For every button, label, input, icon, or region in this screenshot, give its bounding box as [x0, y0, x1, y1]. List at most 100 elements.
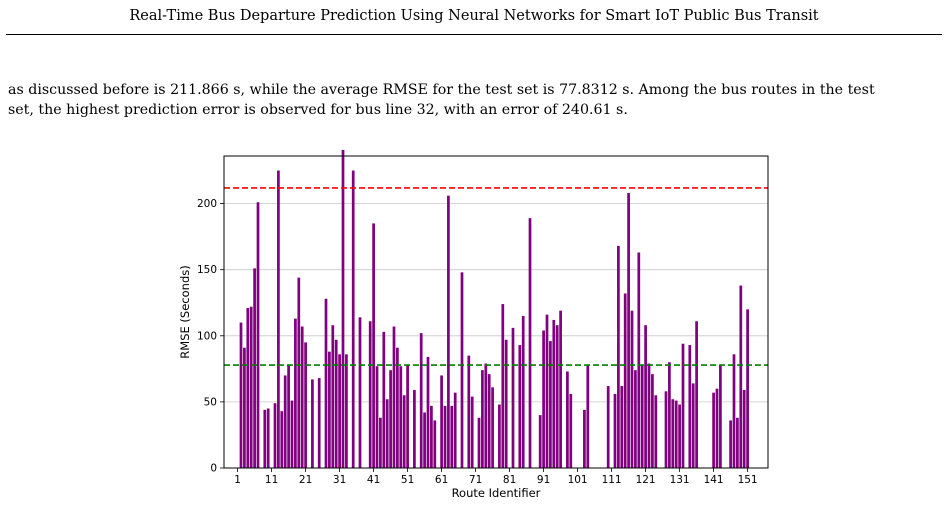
bar	[440, 375, 443, 468]
header-rule	[6, 34, 942, 35]
bar	[399, 366, 403, 468]
y-axis-label: RMSE (Seconds)	[178, 265, 192, 358]
bar	[300, 326, 304, 468]
bar	[484, 363, 488, 468]
x-tick-label: 21	[299, 474, 312, 486]
bar	[385, 399, 389, 468]
bar	[746, 309, 749, 468]
bar-series	[239, 149, 749, 469]
bar	[715, 388, 719, 468]
bar	[426, 356, 430, 468]
bar	[368, 321, 372, 468]
bar	[491, 387, 494, 468]
bar	[402, 395, 406, 468]
bar	[450, 405, 454, 468]
bar	[345, 354, 348, 468]
bar	[460, 272, 464, 468]
bar	[419, 333, 423, 468]
bar	[243, 347, 246, 468]
bar	[569, 393, 573, 468]
bar	[630, 310, 634, 468]
bar	[729, 420, 732, 468]
x-tick-label: 81	[503, 474, 516, 486]
bar	[311, 379, 314, 468]
bar	[433, 420, 437, 468]
bar	[634, 370, 637, 468]
bar	[606, 386, 610, 468]
bar	[566, 371, 569, 468]
bar	[681, 343, 685, 468]
y-tick-label: 200	[197, 198, 217, 210]
bar	[739, 285, 743, 468]
bar	[266, 408, 270, 468]
bar	[542, 330, 545, 468]
bar	[719, 364, 722, 468]
y-tick-label: 150	[197, 264, 217, 276]
bar	[328, 351, 331, 468]
x-tick-label: 121	[636, 474, 656, 486]
bar	[678, 404, 681, 468]
x-tick-label: 61	[435, 474, 448, 486]
bar	[691, 383, 695, 468]
bar	[406, 364, 409, 468]
bar	[290, 400, 294, 468]
bar	[239, 322, 243, 468]
bar	[249, 306, 253, 468]
bar	[287, 364, 290, 468]
bar	[647, 363, 651, 468]
bar	[273, 403, 277, 468]
bar	[695, 321, 698, 468]
bar	[654, 395, 658, 468]
bar	[501, 304, 505, 468]
bar	[518, 345, 522, 468]
bar	[521, 315, 525, 468]
bar	[317, 378, 321, 468]
bar	[640, 364, 644, 468]
x-tick-label: 131	[670, 474, 690, 486]
y-tick-label: 50	[204, 396, 217, 408]
bar	[297, 277, 301, 468]
bar	[538, 415, 542, 468]
bar	[253, 268, 256, 468]
bar	[338, 354, 341, 468]
bar	[481, 370, 484, 468]
bar	[742, 390, 746, 468]
bar	[583, 409, 586, 468]
x-tick-label: 141	[704, 474, 724, 486]
x-tick-label: 111	[602, 474, 622, 486]
bar	[732, 354, 736, 468]
bar	[552, 319, 556, 468]
bar	[549, 341, 552, 468]
x-tick-label: 91	[537, 474, 550, 486]
bar	[617, 245, 620, 468]
bar	[671, 399, 675, 468]
bar	[358, 317, 362, 468]
x-tick-label: 11	[265, 474, 278, 486]
bar	[392, 326, 396, 468]
bar	[280, 411, 284, 468]
bar	[294, 318, 297, 468]
bar	[263, 409, 267, 468]
bar	[372, 223, 375, 468]
paragraph-line-1: as discussed before is 211.866 s, while …	[8, 82, 875, 98]
body-paragraph: as discussed before is 211.866 s, while …	[8, 80, 944, 120]
bar	[688, 345, 692, 468]
x-tick-label: 1	[234, 474, 241, 486]
reference-lines	[224, 187, 768, 366]
bar	[528, 218, 532, 468]
bar	[256, 202, 260, 468]
bar	[623, 293, 627, 468]
bar	[559, 310, 562, 468]
bar	[334, 339, 338, 468]
bar	[504, 339, 508, 468]
bar	[668, 362, 671, 468]
bar	[470, 396, 474, 468]
bar	[498, 404, 501, 468]
x-axis-label: Route Identifier	[452, 486, 541, 500]
x-tick-label: 101	[568, 474, 588, 486]
bar	[304, 342, 307, 468]
bar	[651, 374, 654, 468]
paragraph-line-2: set, the highest prediction error is obs…	[8, 102, 628, 118]
